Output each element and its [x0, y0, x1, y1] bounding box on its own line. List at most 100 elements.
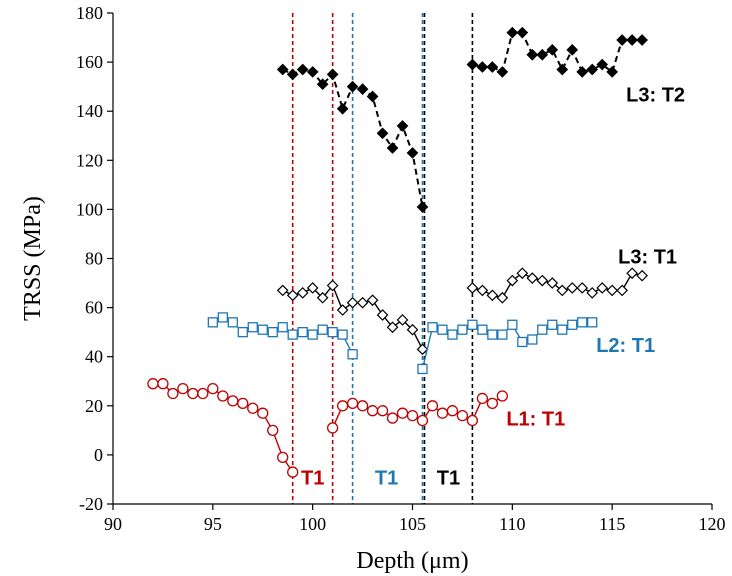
data-point: [346, 80, 359, 93]
data-point: [376, 309, 389, 321]
data-point: [616, 34, 628, 46]
annotation-labels: L3: T2 L3: T1 L2: T1 L1: T1 T1 T1 T1: [301, 84, 685, 489]
data-point: [346, 397, 359, 409]
data-point: [517, 336, 528, 348]
data-point: [296, 287, 309, 299]
y-tick-label: 20: [85, 396, 103, 416]
data-point: [587, 317, 598, 328]
data-point: [326, 68, 339, 81]
x-tick-label: 100: [299, 514, 326, 534]
y-tick-label: 100: [76, 199, 103, 219]
data-point: [466, 414, 479, 427]
data-point: [576, 282, 589, 294]
series-label: L2: T1: [596, 335, 655, 357]
data-point: [257, 407, 269, 419]
data-point: [626, 267, 638, 280]
data-point: [496, 390, 509, 402]
series-group: [147, 378, 509, 478]
data-point: [457, 324, 468, 335]
series-group: [207, 312, 598, 375]
data-point: [306, 66, 319, 78]
data-point: [636, 34, 648, 46]
data-point: [286, 68, 299, 81]
data-point: [496, 66, 509, 78]
data-point: [577, 317, 588, 328]
x-tick-label: 115: [599, 514, 625, 534]
y-tick-label: 140: [76, 101, 103, 121]
data-point: [356, 400, 369, 412]
data-point: [436, 407, 449, 419]
data-point: [467, 319, 478, 330]
data-point: [307, 329, 318, 340]
data-point: [536, 48, 549, 61]
data-point: [447, 329, 458, 340]
data-point: [386, 142, 399, 154]
data-point: [636, 269, 648, 282]
data-point: [426, 400, 439, 412]
data-point: [336, 102, 349, 115]
transition-label: T1: [301, 467, 324, 489]
data-point: [337, 329, 348, 340]
data-point: [147, 378, 159, 390]
data-point: [237, 397, 249, 409]
series-label: L3: T2: [626, 84, 685, 106]
data-point: [207, 382, 219, 395]
data-point: [286, 289, 299, 302]
transition-label: T1: [437, 467, 460, 489]
data-point: [516, 26, 529, 39]
data-point: [327, 326, 338, 338]
series-line: [472, 31, 643, 74]
data-point: [516, 267, 529, 280]
data-point: [217, 312, 228, 323]
data-point: [546, 43, 559, 56]
x-tick-label: 95: [204, 514, 222, 534]
y-tick-label: 40: [85, 347, 103, 367]
data-point: [606, 66, 619, 78]
data-point: [227, 317, 238, 328]
x-axis-title: Depth (μm): [356, 548, 468, 574]
data-point: [486, 397, 499, 409]
data-point: [417, 363, 428, 375]
data-point: [277, 451, 289, 464]
data-point: [427, 322, 438, 333]
data-point: [416, 201, 429, 213]
y-tick-label: 80: [85, 249, 103, 269]
data-point: [446, 405, 459, 417]
data-point: [306, 282, 319, 294]
data-point: [476, 61, 489, 73]
data-point: [596, 282, 609, 294]
data-point: [167, 387, 179, 400]
data-point: [237, 326, 248, 338]
data-point: [316, 78, 329, 91]
data-point: [267, 326, 278, 338]
data-point: [177, 382, 189, 395]
data-point: [336, 304, 349, 316]
data-point: [566, 43, 579, 56]
data-point: [287, 329, 298, 340]
data-point: [526, 272, 539, 284]
data-point: [277, 322, 288, 333]
data-point: [406, 323, 419, 336]
axis-ticks: -20 0 20 40 60 80 100 120 140 160 180 90 95 100 105 110…: [76, 3, 726, 534]
data-point: [487, 329, 498, 340]
data-point: [356, 296, 369, 309]
x-tick-label: 110: [499, 514, 525, 534]
data-point: [376, 127, 389, 140]
data-point: [157, 378, 169, 390]
data-point: [396, 407, 409, 419]
series-label: L3: T1: [618, 246, 677, 268]
data-point: [626, 34, 638, 46]
data-point: [326, 422, 339, 434]
y-tick-label: 180: [76, 3, 103, 23]
data-point: [416, 343, 429, 356]
data-point: [386, 321, 399, 334]
series-line: [472, 272, 643, 299]
data-point: [376, 405, 389, 417]
y-axis-title: TRSS (MPa): [20, 196, 46, 321]
data-point: [247, 322, 258, 333]
data-point: [586, 287, 599, 299]
data-point: [347, 349, 358, 360]
data-point: [356, 83, 369, 95]
transition-label: T1: [375, 467, 398, 489]
data-point: [557, 324, 568, 335]
